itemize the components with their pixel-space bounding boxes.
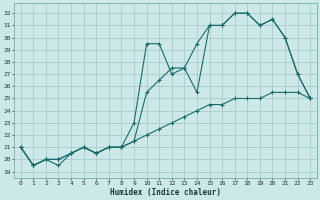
X-axis label: Humidex (Indice chaleur): Humidex (Indice chaleur) [110,188,221,197]
